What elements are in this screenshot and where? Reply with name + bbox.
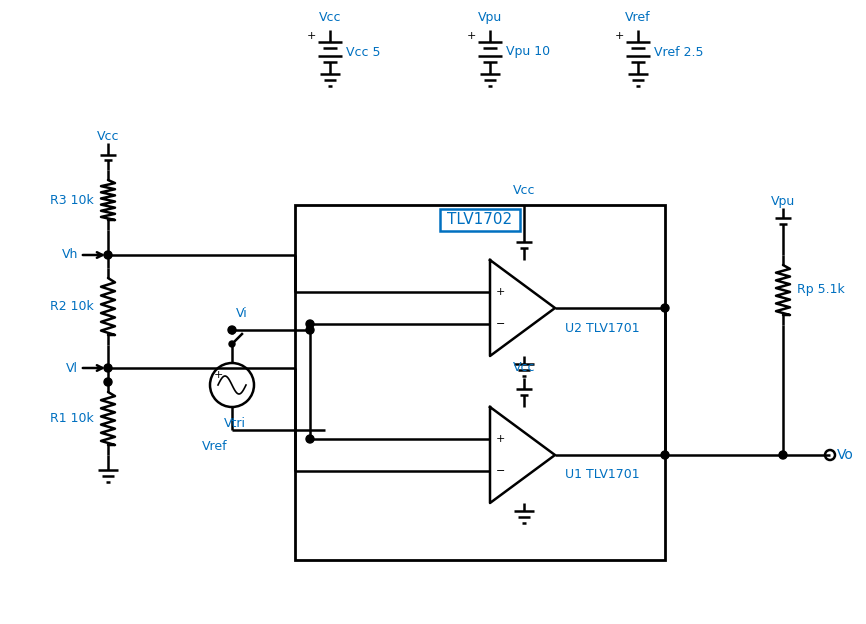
Text: Vref: Vref bbox=[625, 11, 651, 24]
Text: +: + bbox=[307, 31, 316, 41]
Text: Vref 2.5: Vref 2.5 bbox=[654, 46, 703, 59]
Text: Vcc: Vcc bbox=[513, 184, 535, 197]
Text: +: + bbox=[615, 31, 624, 41]
Text: R3 10k: R3 10k bbox=[50, 193, 94, 207]
Text: U1 TLV1701: U1 TLV1701 bbox=[565, 469, 640, 482]
Text: Vtri: Vtri bbox=[224, 417, 246, 430]
Text: +: + bbox=[496, 287, 506, 297]
Text: −: − bbox=[496, 319, 506, 329]
Bar bbox=[295, 205, 665, 560]
Text: −: − bbox=[496, 466, 506, 476]
Text: Vl: Vl bbox=[66, 361, 78, 374]
Circle shape bbox=[104, 378, 112, 386]
Text: TLV1702: TLV1702 bbox=[448, 215, 513, 230]
Text: Vref: Vref bbox=[203, 440, 228, 453]
Circle shape bbox=[104, 251, 112, 259]
Circle shape bbox=[229, 341, 235, 347]
Circle shape bbox=[306, 435, 314, 443]
Text: Vi: Vi bbox=[236, 307, 248, 320]
Text: +: + bbox=[496, 434, 506, 444]
Text: R2 10k: R2 10k bbox=[50, 300, 94, 313]
Text: Vcc: Vcc bbox=[319, 11, 341, 24]
Text: Vcc: Vcc bbox=[97, 130, 120, 143]
Text: Vh: Vh bbox=[61, 248, 78, 261]
Text: Vcc 5: Vcc 5 bbox=[346, 46, 380, 59]
Circle shape bbox=[661, 451, 669, 459]
Text: Vcc: Vcc bbox=[513, 361, 535, 374]
Text: TLV1702: TLV1702 bbox=[448, 213, 513, 228]
Text: R1 10k: R1 10k bbox=[50, 412, 94, 425]
Text: +: + bbox=[214, 370, 223, 380]
Text: Rp 5.1k: Rp 5.1k bbox=[797, 283, 844, 296]
Text: U2 TLV1701: U2 TLV1701 bbox=[565, 321, 640, 334]
Text: +: + bbox=[467, 31, 476, 41]
Circle shape bbox=[661, 304, 669, 312]
FancyBboxPatch shape bbox=[440, 209, 520, 231]
Text: Vo: Vo bbox=[837, 448, 854, 462]
Text: Vpu: Vpu bbox=[771, 195, 795, 208]
Text: Vpu 10: Vpu 10 bbox=[506, 46, 550, 59]
Circle shape bbox=[306, 320, 314, 328]
Circle shape bbox=[779, 451, 787, 459]
Text: Vpu: Vpu bbox=[478, 11, 502, 24]
Circle shape bbox=[104, 364, 112, 372]
Circle shape bbox=[306, 326, 314, 334]
Circle shape bbox=[228, 326, 236, 334]
